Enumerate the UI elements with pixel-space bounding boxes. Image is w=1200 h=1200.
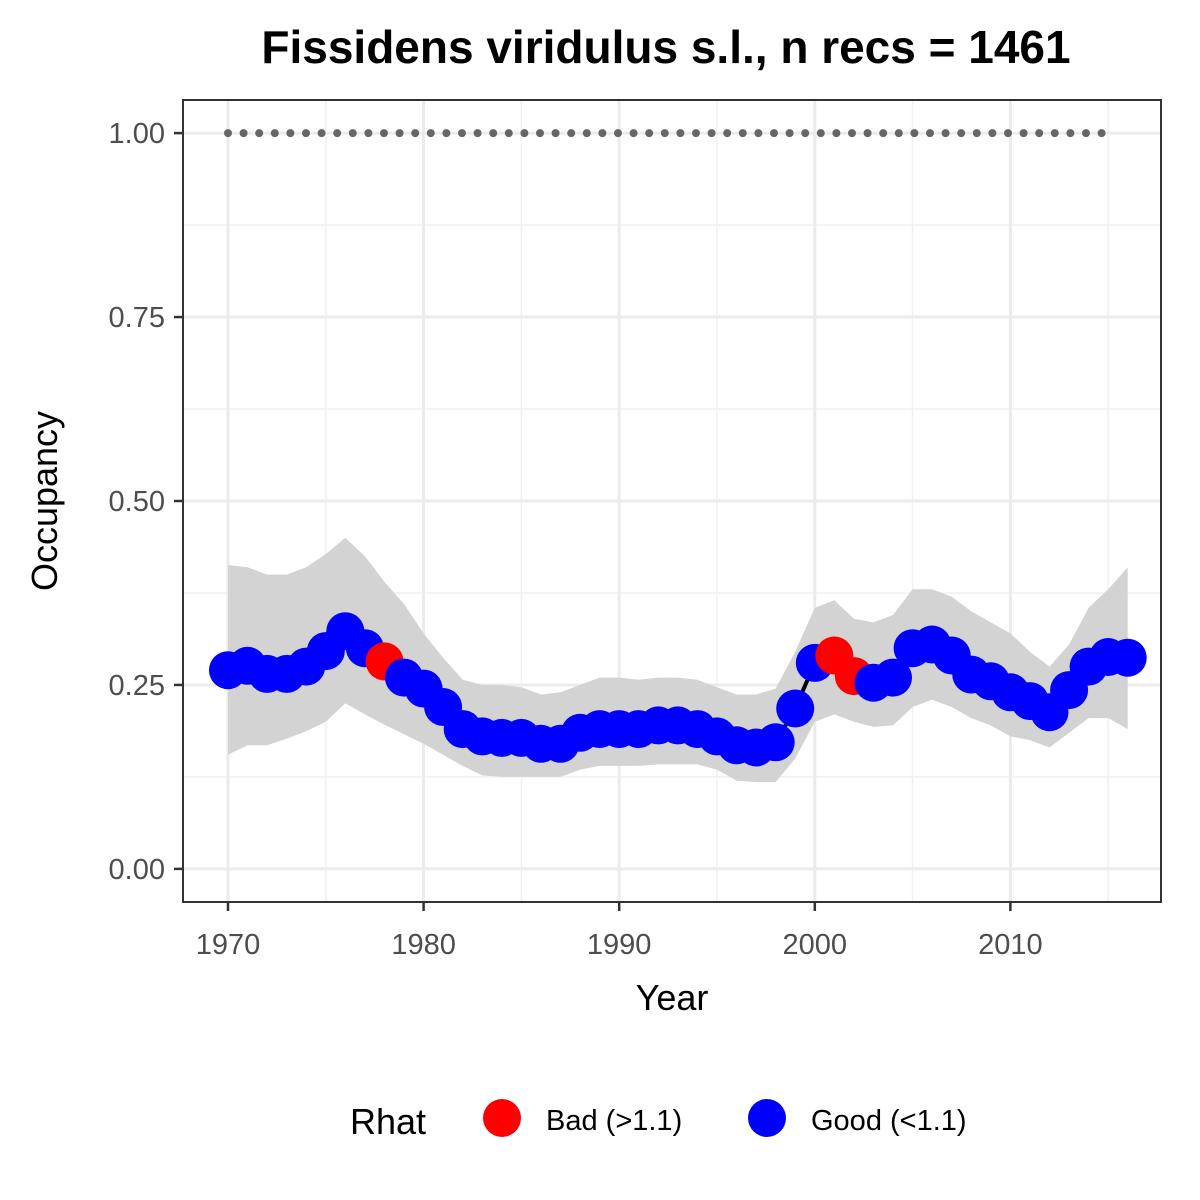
legend: Rhat Bad (>1.1) Good (<1.1) [350,1099,967,1142]
legend-label-good: Good (<1.1) [811,1105,967,1137]
x-tick-label: 2000 [783,929,848,961]
y-tick-label: 0.00 [109,854,165,886]
chart-title: Fissidens viridulus s.l., n recs = 1461 [261,21,1070,73]
legend-key-good [748,1099,786,1137]
x-tick-label: 1990 [587,929,652,961]
x-axis-title: Year [636,977,709,1018]
data-point-1999 [776,689,815,728]
x-axis-ticks: 1970 1980 1990 2000 2010 [196,902,1043,961]
y-axis-title: Occupancy [24,411,65,591]
legend-label-bad: Bad (>1.1) [546,1105,682,1137]
y-tick-label: 0.25 [109,670,165,702]
y-tick-label: 0.50 [109,486,165,518]
data-points [209,612,1147,767]
legend-title: Rhat [350,1101,426,1142]
y-axis-ticks: 0.00 0.25 0.50 0.75 1.00 [109,118,183,886]
data-point-2016 [1108,638,1147,677]
x-tick-label: 2010 [978,929,1043,961]
y-tick-label: 1.00 [109,118,165,150]
y-tick-label: 0.75 [109,302,165,334]
x-tick-label: 1980 [391,929,456,961]
data-point-1998 [756,723,795,762]
legend-key-bad [483,1099,521,1137]
x-tick-label: 1970 [196,929,261,961]
data-point-2004 [874,658,912,697]
